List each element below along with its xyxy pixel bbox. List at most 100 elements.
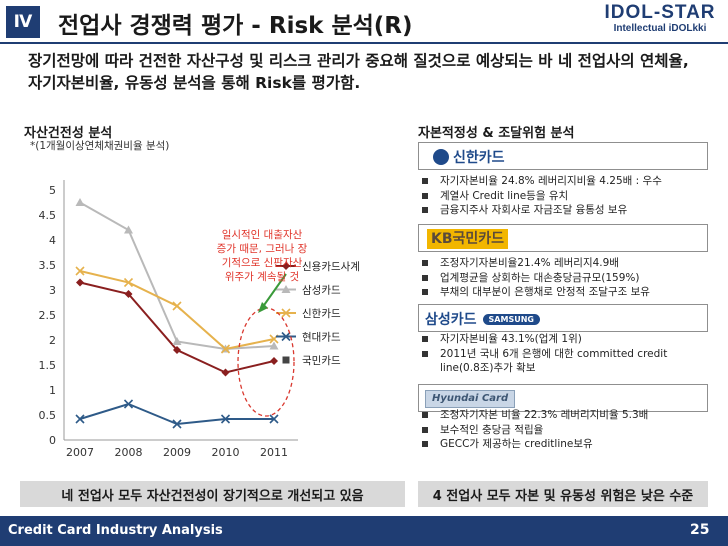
- data-point: [281, 285, 291, 293]
- data-point: [172, 419, 182, 429]
- y-tick-label: 0: [49, 434, 56, 447]
- header-divider: [0, 42, 728, 44]
- data-point: [123, 399, 134, 409]
- data-point: [124, 225, 133, 234]
- data-point: [75, 198, 85, 206]
- line-chart: 0 0.5 1 1.5 2 2.5 3 3.5 4 4.5 5 2007 2008 2009 2010 201…: [39, 180, 360, 459]
- data-point: [282, 262, 290, 270]
- y-tick-label: 1.5: [39, 359, 57, 372]
- hyundai-logo-text: Hyundai Card: [425, 390, 516, 408]
- chart-axes: 0 0.5 1 1.5 2 2.5 3 3.5 4 4.5 5 2007 2008 2009 2010 201…: [39, 180, 298, 459]
- y-tick-label: 3: [49, 284, 56, 297]
- list-item: 보수적인 충당금 적립율: [418, 423, 648, 438]
- series-현대카드: [75, 399, 279, 429]
- annotation-line-2: 증가 때문, 그러나 장: [217, 243, 308, 255]
- conclusion-right: 4 전업사 모두 자본 및 유동성 위험은 낮은 수준: [418, 481, 708, 507]
- y-tick-label: 2.5: [39, 309, 57, 322]
- data-point: [75, 266, 85, 276]
- y-tick-label: 5: [49, 184, 56, 197]
- data-point: [270, 357, 278, 365]
- legend-item: 신한카드: [276, 308, 341, 320]
- shinhan-logo-text: 신한카드: [453, 150, 505, 166]
- card-logo-box: 삼성카드 SAMSUNG: [418, 304, 708, 332]
- card-logo-box: KB국민카드: [418, 224, 708, 252]
- card-kb: KB국민카드 조정자기자본비율21.4% 레버리지4.9배 업계평균을 상회하는…: [418, 224, 708, 300]
- page-number: 25: [690, 522, 710, 538]
- list-item: 계열사 Credit line등을 유치: [418, 189, 662, 204]
- chart-annotation: 일시적인 대출자산 증가 때문, 그러나 장 기적으로 신판자산 위주가 계속될…: [217, 228, 308, 283]
- list-item: 업계평균을 상회하는 대손충당금규모(159%): [418, 271, 650, 286]
- legend-label: 국민카드: [302, 355, 341, 367]
- section-number: Ⅳ: [6, 6, 40, 38]
- footer-bar: [0, 516, 728, 546]
- series-line: [79, 281, 275, 374]
- card-bullet-list: 조정자기자본비율21.4% 레버리지4.9배 업계평균을 상회하는 대손충당금규…: [418, 256, 650, 300]
- data-point: [76, 278, 84, 287]
- right-section-title: 자본적정성 & 조달위험 분석: [418, 126, 575, 141]
- series-신용카드사계: [76, 278, 278, 377]
- data-point: [172, 337, 182, 345]
- card-bullet-list: 자기자본비율 24.8% 레버리지비율 4.25배 : 우수 계열사 Credi…: [418, 174, 662, 218]
- legend-item: 삼성카드: [276, 285, 341, 297]
- data-point: [173, 346, 181, 354]
- data-point: [282, 356, 290, 364]
- card-bullet-list: 자기자본비율 43.1%(업계 1위) 2011년 국내 6개 은행에 대한 c…: [418, 332, 667, 376]
- y-tick-label: 4: [49, 234, 56, 247]
- legend-label: 신용카드사계: [302, 261, 360, 273]
- legend-item: 신용카드사계: [276, 261, 360, 273]
- data-point: [221, 368, 230, 377]
- legend-item: 국민카드: [282, 355, 341, 367]
- data-point: [269, 341, 279, 350]
- card-bullet-list: 조정자기자본 비율 22.3% 레버리지비율 5.3배 보수적인 충당금 적립율…: [418, 408, 648, 452]
- footer-title: Credit Card Industry Analysis: [8, 523, 223, 538]
- annotation-line-4: 위주가 계속될 것: [225, 270, 299, 283]
- x-tick-label: 2008: [115, 446, 143, 459]
- list-item: 자기자본비율 43.1%(업계 1위): [418, 332, 667, 347]
- chart-note: *(1개월이상연체채권비율 분석): [30, 140, 170, 152]
- annotation-arrow: [261, 273, 287, 309]
- y-tick-label: 2: [49, 334, 56, 347]
- list-item: 2011년 국내 6개 은행에 대한 committed credit: [418, 347, 667, 362]
- intro-text: 장기전망에 따라 건전한 자산구성 및 리스크 관리가 중요해 질것으로 예상되…: [28, 52, 689, 92]
- page-title: 전업사 경쟁력 평가 - Risk 분석(R): [58, 13, 413, 39]
- shinhan-emblem-icon: [433, 149, 449, 165]
- data-point: [75, 414, 85, 424]
- logo-line2: Intellectual iDOLkki: [613, 23, 707, 34]
- data-point: [269, 414, 279, 424]
- samsung-badge: SAMSUNG: [482, 313, 540, 325]
- data-point: [281, 308, 291, 318]
- data-point: [281, 331, 291, 342]
- kb-logo-text: KB국민카드: [427, 229, 509, 249]
- legend-item: 현대카드: [276, 332, 341, 344]
- logo-line1: IDOL-STAR: [604, 2, 716, 23]
- list-item: 조정자기자본 비율 22.3% 레버리지비율 5.3배: [418, 408, 648, 423]
- brand-logo: IDOL-STAR Intellectual iDOLkki: [600, 3, 720, 39]
- kb-logo: KB국민카드: [427, 228, 509, 250]
- left-section-title: 자산건전성 분석: [24, 126, 113, 141]
- data-point: [123, 277, 134, 288]
- card-shinhan: 신한카드 자기자본비율 24.8% 레버리지비율 4.25배 : 우수 계열사 …: [418, 142, 708, 218]
- x-tick-label: 2009: [163, 446, 191, 459]
- legend-label: 삼성카드: [302, 285, 341, 297]
- chart-series: [75, 198, 279, 429]
- legend-label: 신한카드: [302, 308, 341, 320]
- annotation-line-1: 일시적인 대출자산: [222, 228, 303, 241]
- card-logo-box: Hyundai Card: [418, 384, 708, 412]
- list-item: 금융지주사 자회사로 자금조달 융통성 보유: [418, 203, 662, 218]
- x-tick-label: 2010: [212, 446, 240, 459]
- arrow-head: [258, 302, 268, 313]
- samsung-logo: 삼성카드 SAMSUNG: [425, 308, 540, 330]
- y-tick-label: 0.5: [39, 409, 57, 422]
- hyundai-logo: Hyundai Card: [425, 388, 516, 410]
- list-item: 부채의 대부분이 은행채로 안정적 조달구조 보유: [418, 285, 650, 300]
- list-item: GECC가 제공하는 creditline보유: [418, 437, 648, 452]
- annotation-line-3: 기적으로 신판자산: [222, 257, 303, 269]
- data-point: [220, 414, 231, 424]
- y-tick-label: 3.5: [39, 259, 57, 272]
- list-item: 자기자본비율 24.8% 레버리지비율 4.25배 : 우수: [418, 174, 662, 189]
- series-line: [79, 402, 274, 426]
- card-hyundai: Hyundai Card 조정자기자본 비율 22.3% 레버리지비율 5.3배…: [418, 384, 708, 460]
- conclusion-left: 네 전업사 모두 자산건전성이 장기적으로 개선되고 있음: [20, 481, 405, 507]
- card-samsung: 삼성카드 SAMSUNG 자기자본비율 43.1%(업계 1위) 2011년 국…: [418, 304, 708, 380]
